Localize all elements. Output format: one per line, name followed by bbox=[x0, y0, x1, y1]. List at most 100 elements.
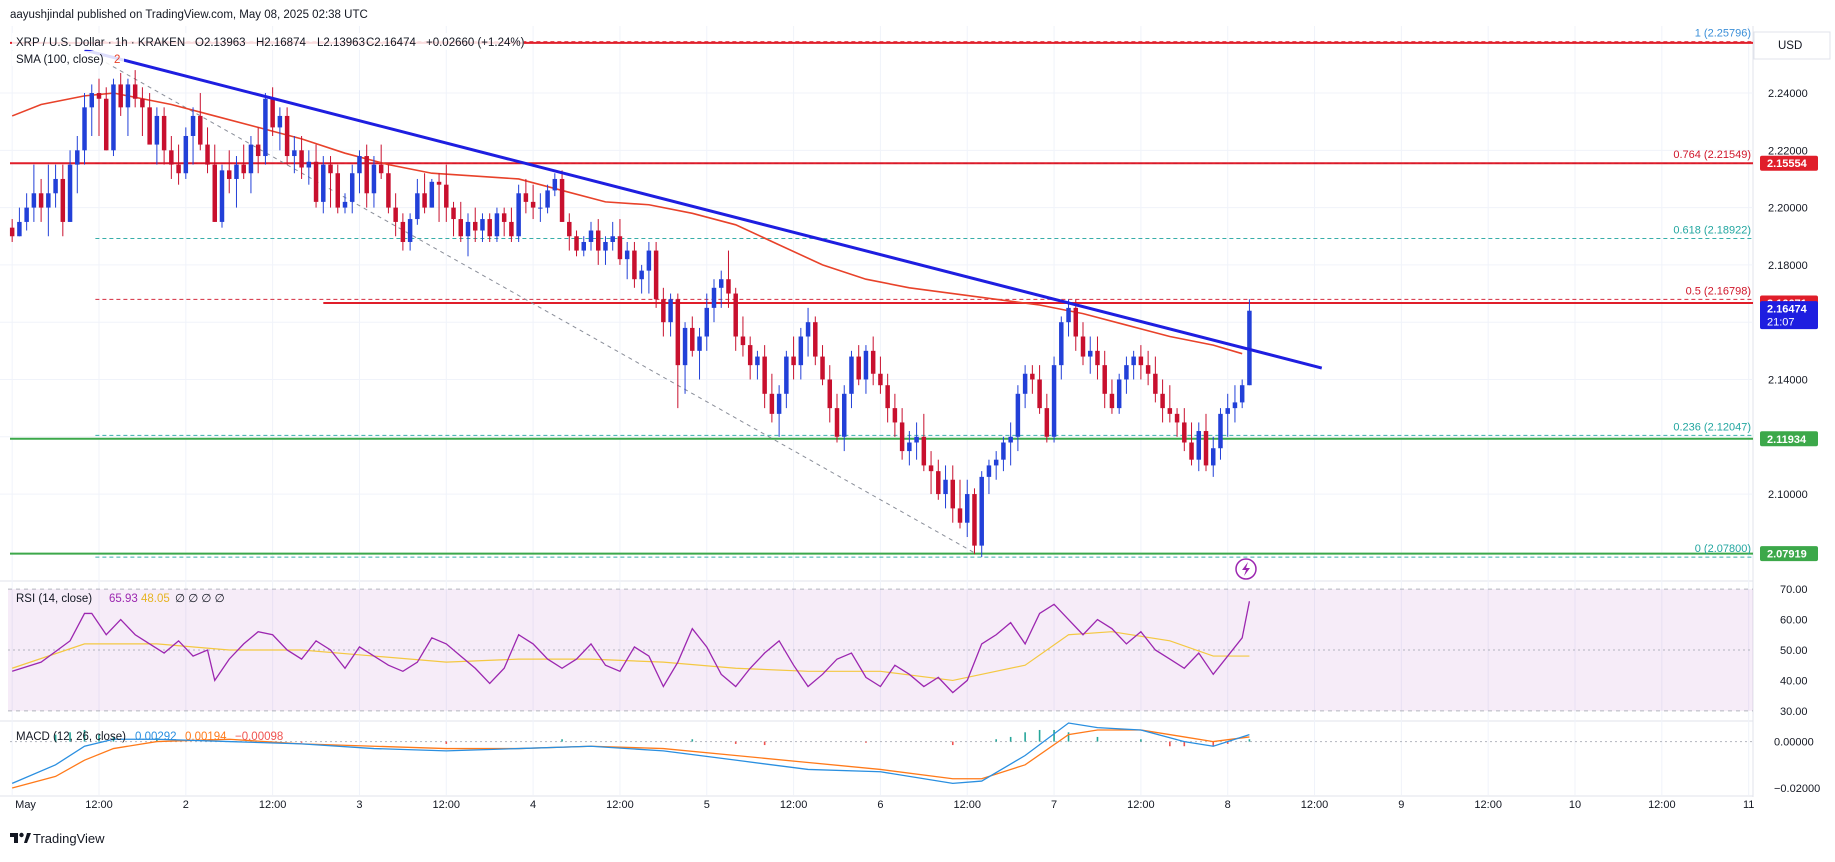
candle-body bbox=[740, 336, 746, 346]
candle-body bbox=[726, 279, 731, 294]
candle-body bbox=[378, 164, 384, 174]
price-tick-label: 2.14000 bbox=[1768, 374, 1808, 386]
rsi-tick-label: 70.00 bbox=[1780, 584, 1808, 596]
currency-box[interactable] bbox=[1753, 31, 1831, 60]
macd-histogram-bar bbox=[83, 729, 86, 742]
macd-histogram-bar bbox=[1169, 741, 1171, 747]
candle-body bbox=[494, 213, 500, 237]
candle-body bbox=[118, 84, 123, 108]
macd-histogram-bar bbox=[1183, 741, 1186, 747]
macd-histogram-bar bbox=[951, 741, 954, 746]
candle-body bbox=[639, 270, 644, 280]
macd-legend[interactable]: MACD (12, 26, close) 0.00292 0.00194 −0.… bbox=[16, 731, 283, 743]
macd-histogram-bar bbox=[69, 732, 71, 742]
time-tick-label: 12:00 bbox=[780, 799, 808, 811]
price-badge bbox=[1760, 431, 1818, 447]
currency-label[interactable]: USD bbox=[1778, 40, 1802, 52]
axes: May 12:00 2 12:00 3 12:00 4 12:00 5 12:00 6 12:00 7 1… bbox=[15, 88, 1820, 811]
candle-body bbox=[538, 207, 543, 209]
candle-body bbox=[581, 241, 587, 251]
candle-body bbox=[964, 494, 970, 523]
sma-100-line bbox=[11, 92, 1243, 355]
macd-histogram-bar bbox=[691, 739, 694, 742]
time-tick-label: 12:00 bbox=[1474, 799, 1502, 811]
candle-body bbox=[863, 350, 869, 380]
fib-label: 0.764 (2.21549) bbox=[1673, 149, 1751, 161]
candle-body bbox=[465, 221, 471, 237]
macd-histogram-bar bbox=[1024, 732, 1026, 742]
candle-body bbox=[226, 170, 232, 179]
grid bbox=[0, 26, 1754, 797]
tradingview-logo[interactable]: TradingView bbox=[10, 831, 105, 846]
macd-legend-label[interactable]: MACD (12, 26, close) bbox=[16, 731, 126, 743]
candle-body bbox=[169, 150, 174, 165]
candle-body bbox=[349, 173, 355, 202]
candle-body bbox=[950, 479, 956, 509]
candle-body bbox=[1138, 356, 1144, 366]
candle-body bbox=[480, 219, 485, 231]
candle-body bbox=[878, 373, 883, 386]
lightning-icon[interactable] bbox=[1235, 558, 1257, 580]
fib-label: 0.618 (2.18922) bbox=[1673, 224, 1751, 236]
candle-body bbox=[364, 156, 369, 194]
candle-body bbox=[1225, 408, 1230, 414]
candle-body bbox=[1218, 413, 1223, 449]
sma-line bbox=[11, 92, 1243, 355]
rsi-legend-label[interactable]: RSI (14, close) bbox=[16, 593, 92, 605]
candle-body bbox=[292, 150, 297, 157]
candle-body bbox=[82, 107, 87, 151]
candle-body bbox=[436, 181, 442, 185]
time-tick-label: 12:00 bbox=[259, 799, 287, 811]
candle-body bbox=[1116, 379, 1122, 409]
candle-body bbox=[407, 219, 413, 242]
candle-body bbox=[704, 307, 710, 337]
time-tick-label: 12:00 bbox=[1648, 799, 1676, 811]
candle-body bbox=[321, 164, 326, 202]
candle-body bbox=[75, 150, 80, 165]
candles bbox=[9, 70, 1252, 558]
candle-body bbox=[1066, 307, 1071, 323]
trendline bbox=[84, 48, 1323, 370]
candle-body bbox=[856, 356, 861, 380]
macd-histogram-bar bbox=[1009, 736, 1012, 742]
candle-body bbox=[328, 164, 333, 174]
candle-body bbox=[1210, 448, 1216, 466]
candle-body bbox=[472, 221, 478, 231]
candle-body bbox=[993, 459, 999, 466]
candle-body bbox=[849, 356, 854, 394]
candle-body bbox=[357, 156, 362, 174]
candle-body bbox=[277, 115, 283, 128]
candle-body bbox=[53, 178, 58, 194]
candle-body bbox=[1044, 408, 1050, 437]
candle-body bbox=[212, 164, 218, 222]
rsi-tick-label: 40.00 bbox=[1780, 675, 1808, 687]
candle-body bbox=[190, 115, 196, 136]
candle-body bbox=[1051, 365, 1057, 437]
sma-legend-label[interactable]: SMA (100, close) bbox=[16, 54, 104, 66]
candle-body bbox=[1145, 365, 1151, 374]
symbol-legend[interactable]: XRP / U.S. Dollar · 1h · KRAKEN O2.13963… bbox=[12, 33, 525, 50]
ohlc-change: +0.02660 (+1.24%) bbox=[426, 37, 525, 49]
rsi-legend-value: 65.93 bbox=[109, 593, 138, 605]
candle-body bbox=[870, 350, 876, 374]
candle-body bbox=[89, 93, 95, 108]
macd-histogram-bar bbox=[561, 739, 563, 742]
rsi-legend[interactable]: RSI (14, close) 65.93 48.05 ∅ ∅ ∅ ∅ bbox=[16, 593, 225, 605]
macd-signal-line bbox=[12, 729, 1250, 789]
candle-body bbox=[914, 436, 919, 443]
symbol-title[interactable]: XRP / U.S. Dollar · 1h · KRAKEN bbox=[16, 37, 185, 49]
price-tick-label: 2.22000 bbox=[1768, 145, 1808, 157]
ohlc-close: C2.16474 bbox=[366, 37, 416, 49]
candle-body bbox=[1182, 422, 1187, 443]
candle-body bbox=[1102, 365, 1107, 394]
sma-legend[interactable]: SMA (100, close) 2 bbox=[12, 51, 124, 66]
candle-body bbox=[1131, 356, 1136, 366]
candle-body bbox=[241, 164, 246, 174]
candle-body bbox=[733, 293, 738, 337]
candle-body bbox=[617, 236, 623, 260]
time-tick-label: 2 bbox=[183, 799, 189, 811]
time-tick-label: 6 bbox=[877, 799, 883, 811]
time-tick-label: 7 bbox=[1051, 799, 1057, 811]
